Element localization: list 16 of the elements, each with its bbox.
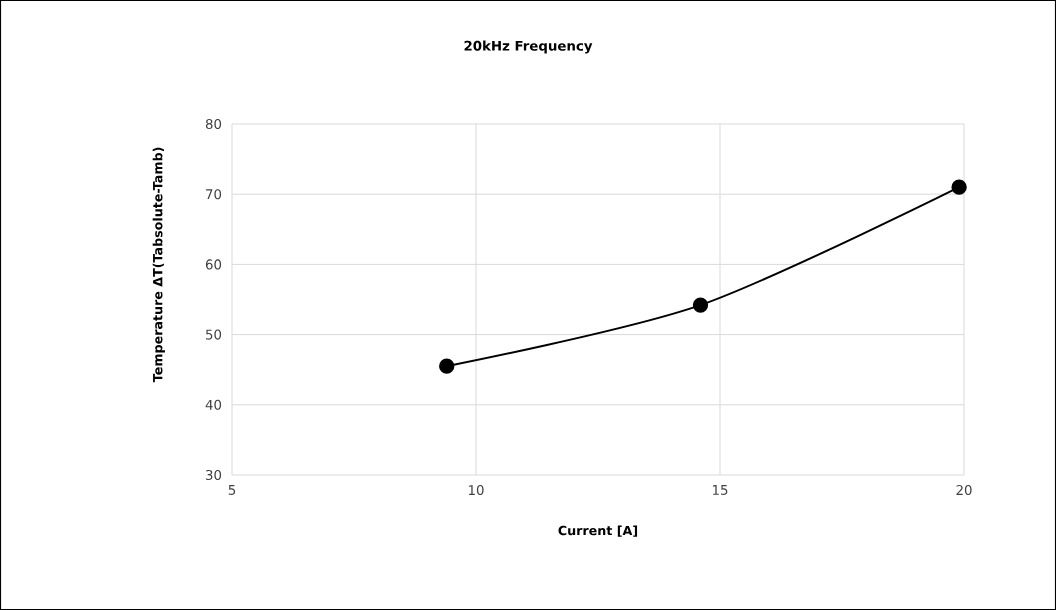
point: [951, 179, 967, 195]
y-tick-label: 80: [205, 118, 222, 130]
y-tick-label: 30: [206, 469, 222, 481]
x-tick-label: 15: [712, 485, 728, 495]
y-tick-label: 70: [206, 189, 222, 200]
point: [439, 358, 455, 374]
y-axis-title: Temperature ΔT(Tabsolute-Tamb): [152, 147, 165, 383]
x-axis-title: Current [A]: [558, 525, 638, 537]
x-tick-label: 10: [468, 485, 484, 496]
y-tick-label: 40: [205, 399, 222, 410]
x-tick-label: 20: [956, 485, 972, 496]
y-tick-label: 60: [205, 259, 222, 270]
x-tick-label: 5: [228, 485, 236, 495]
chart-title: 20kHz Frequency: [464, 40, 593, 54]
point: [692, 297, 709, 313]
y-tick-label: 50: [206, 329, 222, 340]
